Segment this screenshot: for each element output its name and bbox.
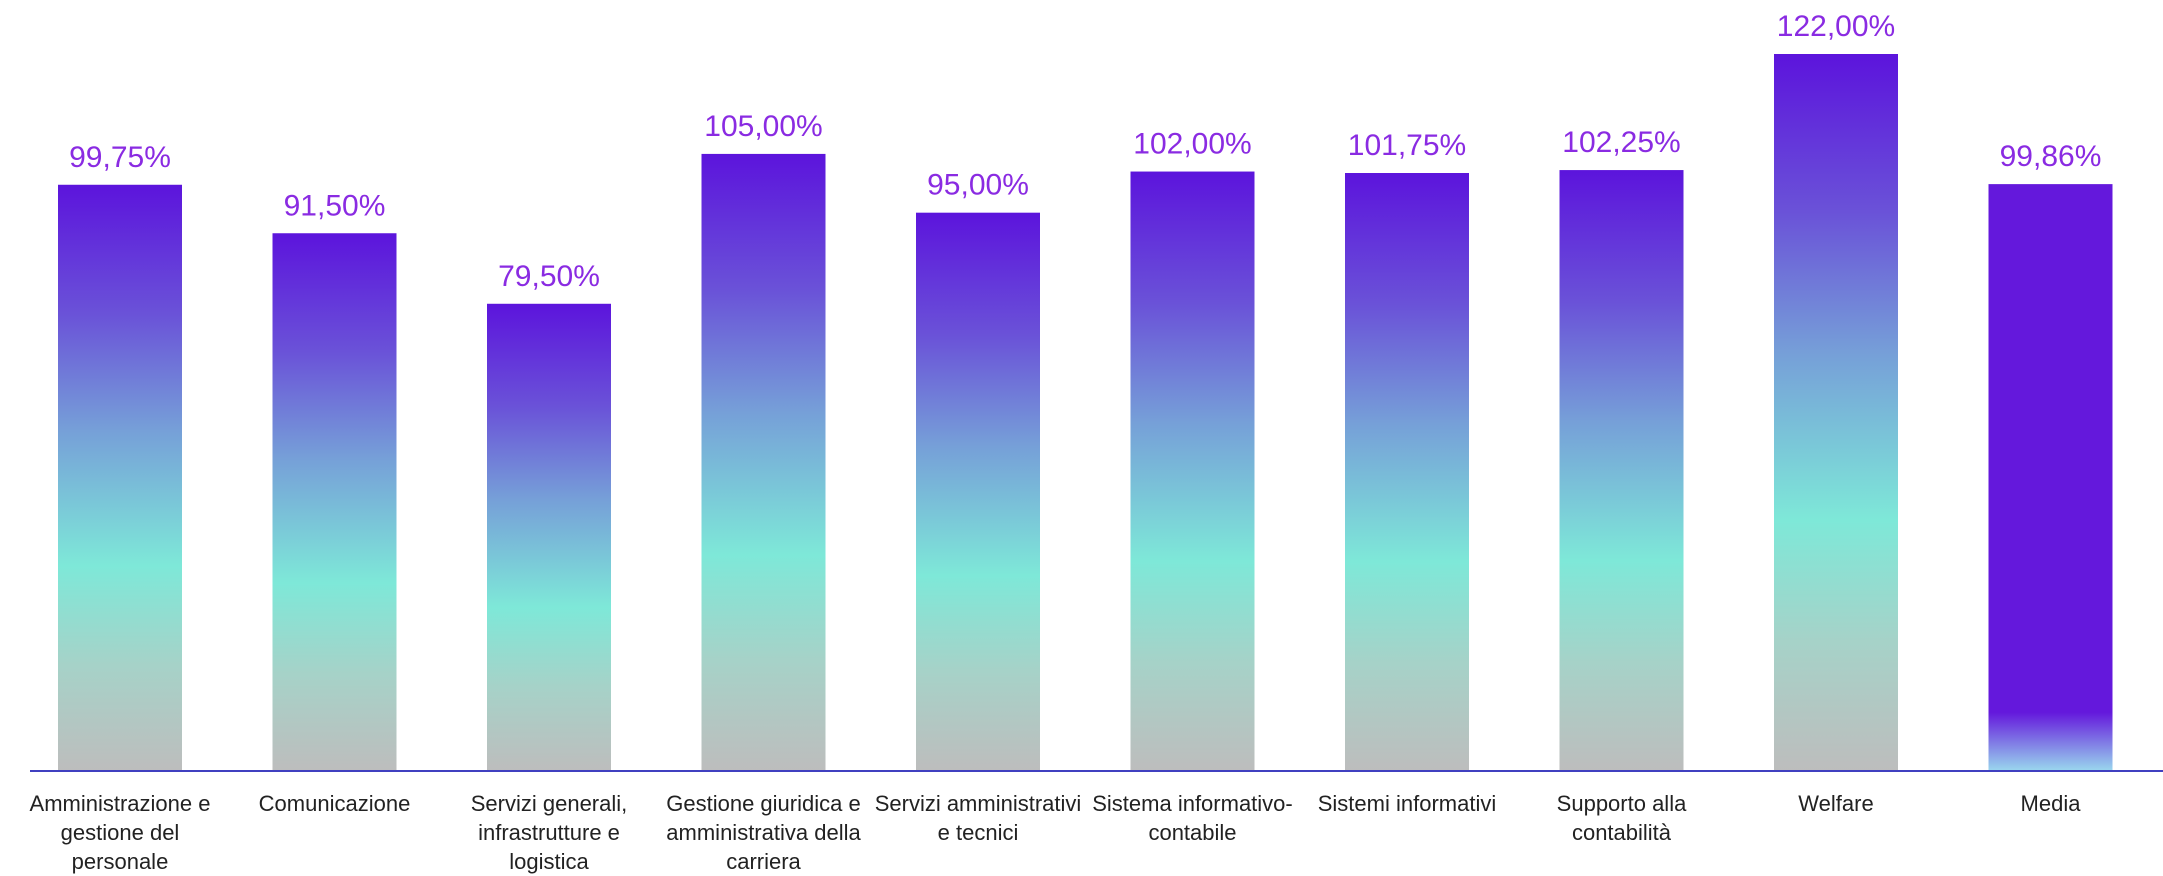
value-label-3: 105,00%: [704, 110, 822, 143]
value-label-0: 99,75%: [69, 141, 171, 174]
category-label-0-line-0: Amministrazione e: [30, 791, 211, 816]
bar-1: [272, 233, 397, 771]
category-label-0-line-2: personale: [72, 849, 169, 874]
category-label-1-line-0: Comunicazione: [259, 791, 411, 816]
bar-0: [58, 184, 182, 771]
category-label-0-line-1: gestione del: [61, 820, 180, 845]
category-label-7-line-1: contabilità: [1572, 820, 1672, 845]
bar-9: [1988, 184, 2113, 772]
category-label-7-line-0: Supporto alla: [1557, 791, 1687, 816]
bar-8: [1774, 54, 1898, 771]
bar-2: [487, 303, 611, 771]
value-labels-group: 99,75% 91,50% 79,50% 105,00% 95,00% 102,00% 10…: [69, 10, 2101, 293]
value-label-6: 101,75%: [1348, 129, 1466, 162]
value-label-7: 102,25%: [1562, 126, 1680, 159]
category-label-5-line-1: contabile: [1148, 820, 1236, 845]
category-label-3-line-1: amministrativa della: [666, 820, 861, 845]
bar-7: [1559, 170, 1684, 771]
category-label-3-line-2: carriera: [726, 849, 801, 874]
value-label-1: 91,50%: [284, 189, 386, 222]
category-labels-group: Amministrazione e gestione del personale Co…: [30, 791, 2082, 874]
category-label-8-line-0: Welfare: [1798, 791, 1873, 816]
value-label-4: 95,00%: [927, 169, 1029, 202]
value-label-9: 99,86%: [2000, 140, 2102, 173]
category-label-2-line-2: logistica: [509, 849, 589, 874]
value-label-5: 102,00%: [1133, 128, 1251, 161]
bars-group: [58, 54, 2113, 772]
category-label-9-line-0: Media: [2021, 791, 2082, 816]
bar-4: [916, 212, 1040, 772]
category-label-5-line-0: Sistema informativo-: [1092, 791, 1293, 816]
bar-5: [1130, 171, 1255, 771]
value-label-2: 79,50%: [498, 260, 600, 293]
category-label-2-line-1: infrastrutture e: [478, 820, 620, 845]
value-label-8: 122,00%: [1777, 10, 1895, 43]
bar-6: [1345, 173, 1469, 771]
bar-3: [701, 153, 826, 771]
category-label-3-line-0: Gestione giuridica e: [666, 791, 860, 816]
category-label-4-line-0: Servizi amministrativi: [875, 791, 1082, 816]
category-label-4-line-1: e tecnici: [938, 820, 1019, 845]
category-label-6-line-0: Sistemi informativi: [1318, 791, 1496, 816]
category-label-2-line-0: Servizi generali,: [471, 791, 628, 816]
